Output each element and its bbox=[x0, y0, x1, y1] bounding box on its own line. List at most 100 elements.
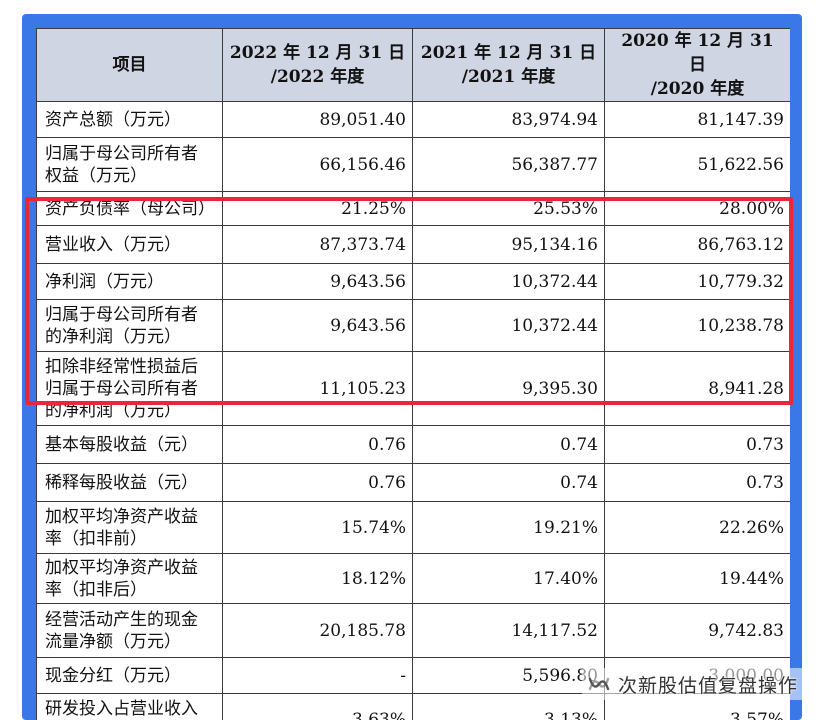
cell-2022: 21.25% bbox=[222, 191, 413, 226]
row-label-line: 率（扣非前） bbox=[45, 528, 147, 549]
row-label-line: 权益（万元） bbox=[45, 165, 147, 186]
table-row: 基本每股收益（元） 0.76 0.74 0.73 bbox=[36, 425, 790, 464]
row-label-line: 率（扣非后） bbox=[45, 579, 147, 600]
cell-2021: 9,395.30 bbox=[412, 351, 605, 426]
cell-2020: 51,622.56 bbox=[604, 137, 790, 192]
row-label-line: 流量净额（万元） bbox=[45, 631, 181, 652]
row-label-line: 加权平均净资产收益 bbox=[45, 557, 198, 578]
row-label-line: 现金分红（万元） bbox=[45, 665, 181, 686]
cell-2021: 95,134.16 bbox=[412, 225, 605, 264]
row-label: 资产负债率（母公司） bbox=[36, 191, 223, 226]
row-label: 研发投入占营业收入的比例 bbox=[36, 693, 223, 720]
row-label-line: 归属于母公司所有者 bbox=[45, 304, 198, 325]
table-row: 经营活动产生的现金 流量净额（万元） 20,185.78 14,117.52 9,742… bbox=[36, 603, 790, 658]
cell-2022: 3.63% bbox=[222, 693, 413, 720]
cell-2020: 9,742.83 bbox=[604, 603, 790, 658]
cell-2020: 10,238.78 bbox=[604, 299, 790, 352]
row-label: 加权平均净资产收益 率（扣非前） bbox=[36, 501, 223, 554]
cell-2020: 28.00% bbox=[604, 191, 790, 226]
financial-summary-table: 项目 2022 年 12 月 31 日/2022 年度 2021 年 12 月 31… bbox=[36, 28, 790, 720]
header-line: /2021 年度 bbox=[461, 67, 556, 87]
watermark: 次新股估值复盘操作 bbox=[582, 668, 807, 700]
row-label: 营业收入（万元） bbox=[36, 225, 223, 264]
cell-2021: 10,372.44 bbox=[412, 263, 605, 300]
wechat-channel-icon bbox=[588, 677, 610, 691]
row-label: 加权平均净资产收益 率（扣非后） bbox=[36, 553, 223, 604]
header-line: 2021 年 12 月 31 日 bbox=[420, 43, 597, 63]
table-row: 归属于母公司所有者 权益（万元） 66,156.46 56,387.77 51,622.… bbox=[36, 137, 790, 192]
row-label: 稀释每股收益（元） bbox=[36, 463, 223, 502]
row-label: 基本每股收益（元） bbox=[36, 425, 223, 464]
cell-2021: 56,387.77 bbox=[412, 137, 605, 192]
financial-table-sheet: 项目 2022 年 12 月 31 日/2022 年度 2021 年 12 月 31… bbox=[36, 28, 790, 720]
table-row: 扣除非经常性损益后 归属于母公司所有者 的净利润（万元） 11,105.23 9,395… bbox=[36, 351, 790, 426]
header-line: 项目 bbox=[112, 55, 147, 75]
cell-2021: 14,117.52 bbox=[412, 603, 605, 658]
row-label: 归属于母公司所有者 的净利润（万元） bbox=[36, 299, 223, 352]
cell-2022: 9,643.56 bbox=[222, 299, 413, 352]
header-line: 2020 年 12 月 31 日 bbox=[621, 31, 774, 75]
row-label-line: 加权平均净资产收益 bbox=[45, 506, 198, 527]
table-row: 加权平均净资产收益 率（扣非后） 18.12% 17.40% 19.44% bbox=[36, 553, 790, 604]
cell-2021: 10,372.44 bbox=[412, 299, 605, 352]
row-label-line: 归属于母公司所有者 bbox=[45, 143, 198, 164]
row-label-line: 经营活动产生的现金 bbox=[45, 609, 198, 630]
header-year-1: 2022 年 12 月 31 日/2022 年度 bbox=[222, 28, 413, 102]
table-row: 资产负债率（母公司） 21.25% 25.53% 28.00% bbox=[36, 191, 790, 226]
row-label: 资产总额（万元） bbox=[36, 101, 223, 138]
cell-2022: 0.76 bbox=[222, 463, 413, 502]
cell-2022: 89,051.40 bbox=[222, 101, 413, 138]
cell-2022: 18.12% bbox=[222, 553, 413, 604]
cell-2021: 3.13% bbox=[412, 693, 605, 720]
cell-2022: 9,643.56 bbox=[222, 263, 413, 300]
watermark-text: 次新股估值复盘操作 bbox=[618, 674, 799, 697]
table-row: 营业收入（万元） 87,373.74 95,134.16 86,763.12 bbox=[36, 225, 790, 264]
row-label: 扣除非经常性损益后 归属于母公司所有者 的净利润（万元） bbox=[36, 351, 223, 426]
cell-2020: 81,147.39 bbox=[604, 101, 790, 138]
cell-2022: 15.74% bbox=[222, 501, 413, 554]
cell-2020: 22.26% bbox=[604, 501, 790, 554]
row-label: 经营活动产生的现金 流量净额（万元） bbox=[36, 603, 223, 658]
header-line: 2022 年 12 月 31 日 bbox=[229, 43, 406, 63]
cell-2021: 0.74 bbox=[412, 425, 605, 464]
cell-2021: 83,974.94 bbox=[412, 101, 605, 138]
header-line: /2020 年度 bbox=[650, 79, 745, 99]
row-label-line: 扣除非经常性损益后 bbox=[45, 356, 198, 377]
header-line: /2022 年度 bbox=[270, 67, 365, 87]
row-label-line: 净利润（万元） bbox=[45, 271, 164, 292]
table-row: 稀释每股收益（元） 0.76 0.74 0.73 bbox=[36, 463, 790, 502]
cell-2022: 66,156.46 bbox=[222, 137, 413, 192]
row-label: 净利润（万元） bbox=[36, 263, 223, 300]
table-body: 资产总额（万元） 89,051.40 83,974.94 81,147.39 归属于母公… bbox=[36, 101, 790, 720]
cell-2021: 5,596.80 bbox=[412, 657, 605, 694]
table-row: 资产总额（万元） 89,051.40 83,974.94 81,147.39 bbox=[36, 101, 790, 138]
cell-2022: - bbox=[222, 657, 413, 694]
header-item: 项目 bbox=[36, 28, 223, 102]
cell-2022: 20,185.78 bbox=[222, 603, 413, 658]
header-year-2: 2021 年 12 月 31 日/2021 年度 bbox=[412, 28, 605, 102]
row-label-line: 的净利润（万元） bbox=[45, 400, 181, 421]
row-label: 归属于母公司所有者 权益（万元） bbox=[36, 137, 223, 192]
row-label: 现金分红（万元） bbox=[36, 657, 223, 694]
cell-2021: 17.40% bbox=[412, 553, 605, 604]
cell-2022: 11,105.23 bbox=[222, 351, 413, 426]
table-row: 归属于母公司所有者 的净利润（万元） 9,643.56 10,372.44 10,238… bbox=[36, 299, 790, 352]
row-label-line: 研发投入占营业收入 bbox=[45, 698, 198, 719]
cell-2020: 19.44% bbox=[604, 553, 790, 604]
cell-2020: 10,779.32 bbox=[604, 263, 790, 300]
row-label-line: 资产负债率（母公司） bbox=[45, 198, 215, 219]
row-label-line: 稀释每股收益（元） bbox=[45, 472, 198, 493]
cell-2021: 19.21% bbox=[412, 501, 605, 554]
cell-2021: 25.53% bbox=[412, 191, 605, 226]
cell-2022: 87,373.74 bbox=[222, 225, 413, 264]
cell-2020: 0.73 bbox=[604, 425, 790, 464]
row-label-line: 资产总额（万元） bbox=[45, 109, 181, 130]
cell-2020: 8,941.28 bbox=[604, 351, 790, 426]
row-label-line: 的净利润（万元） bbox=[45, 326, 181, 347]
row-label-line: 营业收入（万元） bbox=[45, 234, 181, 255]
cell-2022: 0.76 bbox=[222, 425, 413, 464]
cell-2021: 0.74 bbox=[412, 463, 605, 502]
table-header-row: 项目 2022 年 12 月 31 日/2022 年度 2021 年 12 月 31… bbox=[36, 28, 790, 102]
cell-2020: 86,763.12 bbox=[604, 225, 790, 264]
table-row: 加权平均净资产收益 率（扣非前） 15.74% 19.21% 22.26% bbox=[36, 501, 790, 554]
